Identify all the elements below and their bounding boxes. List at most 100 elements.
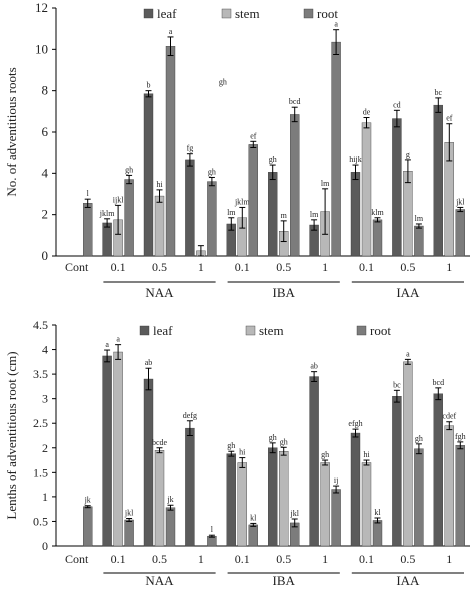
legend-swatch-root (356, 325, 367, 336)
x-tick-label: 0.5 (276, 260, 291, 274)
significance-label: gh (280, 437, 288, 446)
bar-root (82, 506, 93, 547)
y-tick-label: 3.5 (33, 367, 48, 381)
significance-label: l (211, 525, 214, 534)
significance-label: cdef (442, 412, 456, 421)
y-tick-label: 0 (42, 539, 48, 553)
y-tick-label: 0 (42, 248, 49, 263)
significance-label: hi (156, 180, 163, 189)
bar-leaf (185, 159, 195, 257)
y-tick-label: 12 (35, 0, 48, 15)
bar-stem (444, 425, 454, 547)
significance-label: g (406, 150, 410, 159)
significance-label: gh (125, 165, 133, 174)
significance-label: gh (321, 450, 329, 459)
significance-label: a (116, 335, 120, 344)
x-tick-label: Cont (65, 260, 89, 274)
significance-label: b (147, 81, 151, 90)
legend-swatch-stem (221, 8, 232, 19)
bar-stem (113, 351, 123, 547)
significance-label: ab (310, 362, 318, 371)
x-tick-label: 0.1 (111, 552, 126, 566)
significance-label: de (363, 108, 371, 117)
legend-label-root: root (370, 323, 391, 338)
bar-root (455, 445, 465, 547)
bar-root (124, 519, 134, 547)
significance-label: ef (250, 131, 257, 140)
group-label: IAA (396, 573, 420, 588)
bar-root (372, 520, 383, 547)
x-tick-label: 1 (446, 260, 452, 274)
x-tick-label: 0.1 (235, 260, 250, 274)
bar-leaf (392, 118, 402, 257)
bar-root (165, 507, 176, 547)
y-tick-label: 4.5 (33, 318, 48, 332)
bar-leaf (143, 378, 154, 547)
y-tick-label: 10 (35, 41, 48, 56)
x-tick-label: 1 (322, 552, 328, 566)
y-axis-title: Lenths of adventitious root (cm) (4, 351, 19, 519)
significance-label: klm (371, 208, 384, 217)
significance-label: bcd (289, 97, 301, 106)
bar-root (248, 524, 259, 547)
x-tick-label: Cont (65, 552, 89, 566)
bar-root (331, 41, 341, 257)
legend-label-leaf: leaf (157, 6, 177, 21)
y-tick-label: 8 (42, 83, 49, 98)
bar-stem (279, 451, 289, 547)
y-tick-label: 2 (42, 207, 49, 222)
y-tick-label: 1.5 (33, 465, 48, 479)
legend-swatch-root (303, 8, 314, 19)
group-label: IBA (273, 285, 296, 300)
bar-root (290, 114, 300, 257)
significance-label: efgh (348, 419, 362, 428)
x-tick-label: 0.5 (152, 552, 167, 566)
significance-label: jkl (455, 197, 465, 206)
x-tick-label: 0.1 (235, 552, 250, 566)
bar-leaf (102, 222, 112, 257)
annotation-label: gh (219, 77, 227, 86)
bar-leaf (143, 93, 154, 257)
significance-label: gh (208, 167, 216, 176)
significance-label: jkl (124, 508, 134, 517)
bar-leaf (433, 104, 443, 257)
bar-root (165, 46, 176, 257)
legend-swatch-leaf (143, 8, 154, 19)
bar-root (455, 209, 465, 257)
bar-stem (237, 462, 248, 547)
significance-label: jk (166, 495, 173, 504)
significance-label: jklm (99, 209, 115, 218)
x-tick-label: 0.5 (276, 552, 291, 566)
significance-label: defg (183, 411, 197, 420)
bar-root (207, 181, 217, 257)
bar-stem (361, 122, 372, 257)
significance-label: ab (145, 358, 153, 367)
x-tick-label: 1 (446, 552, 452, 566)
significance-label: kl (250, 513, 257, 522)
significance-label: gh (227, 441, 235, 450)
significance-label: fg (187, 144, 194, 153)
bar-leaf (350, 172, 361, 257)
bar-stem (154, 450, 165, 547)
bar-root (414, 225, 424, 257)
significance-label: ij (334, 476, 338, 485)
y-axis-title: No. of adventitious roots (4, 67, 19, 196)
x-tick-label: 0.1 (111, 260, 126, 274)
bar-leaf (392, 396, 402, 547)
bar-root (82, 203, 93, 257)
significance-label: hi (239, 448, 246, 457)
significance-label: jkl (289, 509, 299, 518)
bar-leaf (185, 427, 195, 547)
bar-root (248, 144, 259, 257)
significance-label: kl (374, 508, 381, 517)
y-tick-label: 1 (42, 490, 48, 504)
y-tick-label: 4 (42, 165, 49, 180)
x-tick-label: 1 (198, 260, 204, 274)
y-tick-label: 2 (42, 441, 48, 455)
legend-swatch-leaf (139, 325, 150, 336)
significance-label: jk (84, 496, 91, 505)
x-tick-label: 1 (198, 552, 204, 566)
bar-stem (320, 462, 330, 547)
